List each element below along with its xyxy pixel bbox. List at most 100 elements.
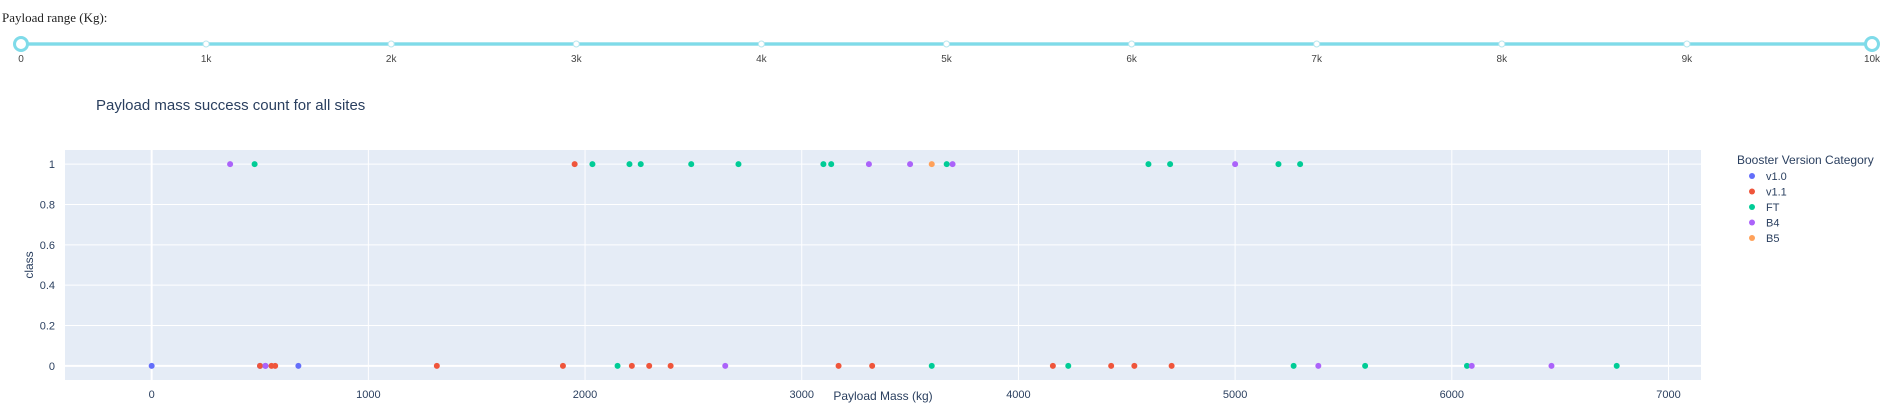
data-points [148,161,1620,369]
slider-mark-label: 0 [18,54,24,65]
x-tick-label: 4000 [1006,389,1030,401]
data-point-b4[interactable] [1468,362,1475,369]
data-point-b4[interactable] [1548,362,1555,369]
slider-handle-min[interactable] [13,36,29,52]
slider-dot[interactable] [943,40,950,48]
slider-mark-label: 2k [386,54,398,65]
slider-mark-label: 6k [1126,54,1138,65]
data-point-v1-1[interactable] [1049,362,1056,369]
y-tick-label: 0.6 [40,240,55,252]
slider-dot[interactable] [1313,40,1321,48]
data-point-v1-1[interactable] [571,161,578,168]
data-point-ft[interactable] [626,161,633,168]
data-point-v1-1[interactable] [835,362,842,369]
data-point-ft[interactable] [1275,161,1282,168]
legend-title: Booster Version Category [1737,153,1874,167]
data-point-ft[interactable] [820,161,827,168]
data-point-v1-1[interactable] [869,362,876,369]
y-tick-label: 0.2 [40,321,55,333]
data-point-v1-1[interactable] [257,362,264,369]
data-point-ft[interactable] [614,362,621,369]
data-point-b4[interactable] [262,362,269,369]
legend-marker[interactable] [1749,173,1755,179]
legend-marker[interactable] [1749,235,1755,241]
data-point-v1-1[interactable] [1131,362,1138,369]
data-point-v1-1[interactable] [433,362,440,369]
legend-item-label[interactable]: v1.1 [1766,187,1787,199]
plot-background [65,150,1701,380]
x-tick-label: 7000 [1656,389,1680,401]
data-point-ft[interactable] [828,161,835,168]
slider-dot[interactable] [572,40,580,48]
data-point-v1-1[interactable] [646,362,653,369]
data-point-b4[interactable] [865,161,872,168]
data-point-b4[interactable] [1315,362,1322,369]
slider-dot[interactable] [202,40,210,48]
legend-marker[interactable] [1749,219,1755,226]
data-point-v1-1[interactable] [628,362,635,369]
slider-mark-label: 10k [1864,54,1881,65]
data-point-b5[interactable] [928,161,935,168]
slider-mark-label: 8k [1497,54,1509,65]
slider-dot[interactable] [1128,40,1136,48]
slider-mark-label: 1k [201,54,213,65]
legend-marker[interactable] [1749,204,1755,210]
data-point-ft[interactable] [688,161,695,168]
data-point-ft[interactable] [735,161,742,168]
data-point-v1-1[interactable] [667,362,674,369]
legend-item-label[interactable]: B5 [1766,233,1779,245]
data-point-v1-0[interactable] [295,362,302,369]
slider-mark-label: 9k [1682,54,1694,65]
data-point-ft[interactable] [1297,161,1304,168]
data-point-b4[interactable] [722,362,729,369]
data-point-ft[interactable] [1290,362,1297,369]
slider-mark-label: 5k [941,54,953,65]
legend-item-label[interactable]: FT [1766,202,1780,214]
slider-handle-max[interactable] [1864,36,1880,52]
slider-dot[interactable] [1683,40,1691,48]
legend[interactable]: v1.0 v1.1 FT B4 B5 [1749,171,1787,245]
x-tick-label: 6000 [1440,389,1464,401]
data-point-v1-1[interactable] [272,362,279,369]
data-point-ft[interactable] [589,161,596,168]
data-point-ft[interactable] [1463,362,1470,369]
payload-range-slider[interactable]: 0 1k 2k 3k 4k 5k 6k 7k 8k 9k 10k [0,0,1894,80]
x-tick-label: 2000 [573,389,597,401]
legend-item-label[interactable]: v1.0 [1766,171,1787,183]
x-axis-label: Payload Mass (kg) [833,389,932,403]
legend-item-label[interactable]: B4 [1766,218,1779,230]
slider-dot[interactable] [1498,40,1506,48]
data-point-ft[interactable] [928,362,935,369]
data-point-v1-0[interactable] [148,362,155,369]
slider-dot[interactable] [757,40,765,48]
data-point-ft[interactable] [1362,362,1369,369]
data-point-v1-1[interactable] [1108,362,1115,369]
slider-dot[interactable] [387,40,395,48]
x-tick-label: 5000 [1223,389,1247,401]
y-tick-labels: 0 0.2 0.4 0.6 0.8 1 [40,159,55,373]
y-tick-label: 0.8 [40,199,55,211]
data-point-ft[interactable] [251,161,258,168]
y-tick-label: 1 [49,159,55,171]
legend-marker[interactable] [1749,188,1755,195]
slider-mark-label: 4k [756,54,768,65]
data-point-b4[interactable] [1232,161,1239,168]
data-point-v1-1[interactable] [559,362,566,369]
data-point-ft[interactable] [1167,161,1174,168]
data-point-ft[interactable] [1065,362,1072,369]
data-point-ft[interactable] [637,161,644,168]
data-point-b4[interactable] [907,161,914,168]
data-point-ft[interactable] [943,161,950,168]
slider-mark-label: 7k [1311,54,1323,65]
data-point-ft[interactable] [1145,161,1152,168]
y-tick-label: 0 [49,361,55,373]
data-point-ft[interactable] [1613,362,1620,369]
x-tick-label: 0 [149,389,155,401]
data-point-b4[interactable] [227,161,234,168]
y-axis-label: class [22,251,36,278]
x-tick-labels: 0 1000 2000 3000 4000 5000 6000 7000 [149,389,1681,401]
x-tick-label: 1000 [356,389,380,401]
data-point-b4[interactable] [949,161,956,168]
slider-label: Payload range (Kg): [2,10,108,25]
data-point-v1-1[interactable] [1168,362,1175,369]
